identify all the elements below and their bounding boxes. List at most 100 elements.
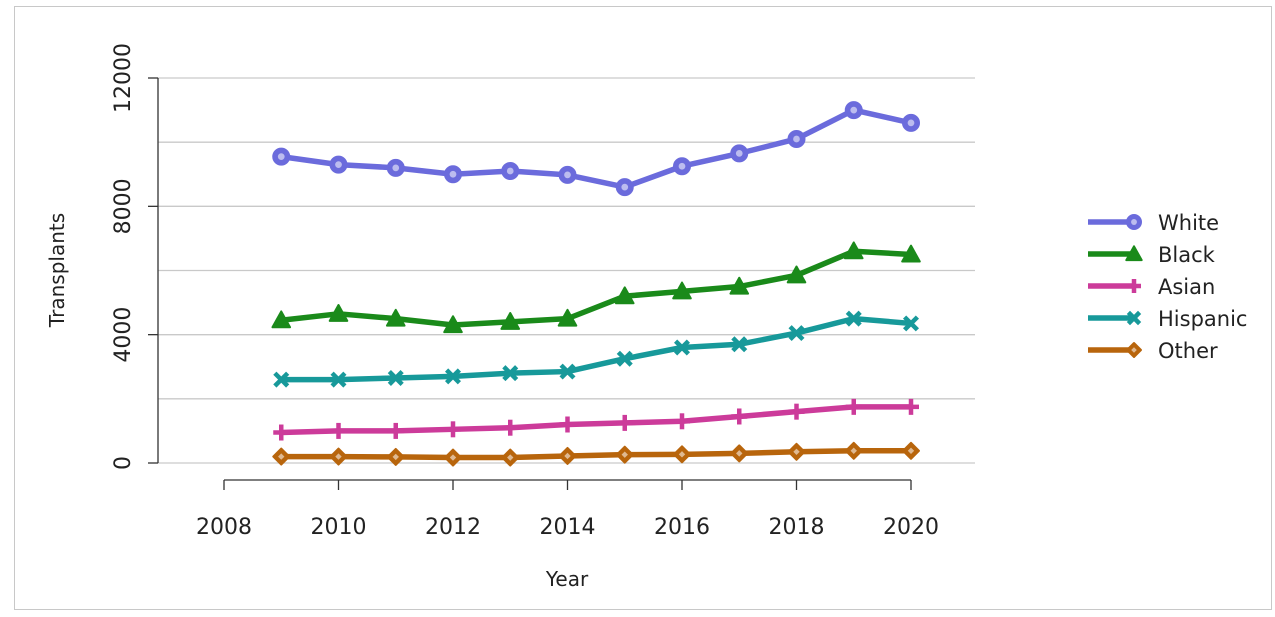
y-tick-label: 4000 — [111, 307, 136, 363]
data-point-asian — [387, 422, 404, 439]
legend-label: Hispanic — [1158, 307, 1247, 331]
legend-marker-hispanic — [1126, 310, 1142, 326]
data-point-asian — [731, 408, 748, 425]
series-line-black — [278, 248, 914, 328]
data-point-white — [501, 162, 520, 181]
data-point-white — [444, 165, 462, 184]
marker-center — [564, 171, 571, 179]
marker-center — [850, 106, 858, 114]
legend-item-white: White — [1088, 211, 1219, 235]
marker-center — [793, 448, 800, 455]
series-lines — [271, 101, 921, 467]
marker-shape — [273, 371, 290, 388]
marker-shape — [1126, 310, 1142, 326]
data-point-black — [328, 304, 349, 322]
marker-center — [506, 167, 514, 175]
data-point-asian — [903, 398, 919, 415]
marker-center — [621, 451, 628, 458]
marker-center — [1131, 347, 1137, 353]
legend-marker-black — [1125, 245, 1143, 262]
data-point-white — [558, 165, 577, 184]
marker-center — [793, 135, 800, 143]
data-point-asian — [273, 424, 290, 441]
x-tick-label: 2016 — [654, 515, 710, 540]
marker-shape — [731, 336, 748, 353]
data-point-other — [501, 448, 520, 467]
data-point-hispanic — [788, 325, 805, 342]
legend-item-other: Other — [1088, 339, 1218, 363]
data-point-hispanic — [273, 371, 290, 388]
x-tick-label: 2010 — [311, 515, 367, 540]
data-point-hispanic — [845, 310, 862, 327]
data-point-white — [902, 113, 920, 132]
marker-center — [335, 161, 342, 168]
data-point-black — [614, 286, 635, 305]
data-point-other — [386, 447, 405, 466]
data-point-hispanic — [903, 315, 919, 332]
series-line-other — [278, 448, 914, 461]
data-point-asian — [330, 422, 347, 439]
y-tick-label: 8000 — [111, 178, 136, 234]
data-point-white — [673, 157, 691, 176]
y-tick-label: 0 — [111, 456, 136, 470]
data-point-hispanic — [731, 336, 748, 353]
marker-center — [850, 447, 857, 455]
marker-shape — [674, 339, 690, 356]
marker-center — [735, 150, 743, 157]
marker-shape — [843, 241, 864, 260]
marker-shape — [328, 304, 349, 322]
data-point-other — [615, 445, 634, 464]
data-point-hispanic — [502, 365, 519, 382]
legend-marker-other — [1126, 342, 1142, 358]
data-point-black — [901, 244, 921, 263]
data-point-black — [672, 281, 692, 300]
legend-label: White — [1158, 211, 1219, 235]
y-axis: 0 4000 8000 12000 — [111, 43, 159, 470]
x-axis-label: Year — [545, 567, 589, 591]
data-point-asian — [616, 414, 633, 431]
data-point-other — [730, 444, 749, 463]
data-point-other — [329, 447, 348, 466]
data-point-hispanic — [387, 369, 404, 386]
x-axis: 2008 2010 2012 2014 2016 2018 2020 — [196, 479, 939, 540]
data-point-white — [615, 178, 634, 197]
legend: White Black Asian Hispanic Other — [1088, 211, 1247, 363]
data-point-asian — [674, 413, 690, 430]
marker-shape — [271, 310, 292, 329]
data-point-other — [844, 441, 863, 460]
marker-shape — [786, 265, 807, 284]
marker-shape — [614, 286, 635, 305]
marker-center — [335, 453, 342, 460]
legend-item-hispanic: Hispanic — [1088, 307, 1247, 331]
marker-center — [392, 453, 399, 461]
marker-center — [277, 153, 285, 160]
marker-center — [392, 164, 400, 172]
marker-shape — [903, 315, 919, 332]
marker-center — [507, 454, 514, 461]
grid-lines — [158, 77, 975, 464]
marker-center — [449, 170, 457, 178]
data-point-other — [902, 441, 920, 460]
chart-frame — [14, 6, 1272, 610]
marker-shape — [502, 365, 519, 382]
marker-shape — [330, 371, 347, 388]
series-line-hispanic — [278, 315, 914, 383]
data-point-hispanic — [616, 350, 633, 367]
data-point-hispanic — [445, 368, 461, 385]
data-point-other — [673, 445, 691, 464]
marker-center — [678, 162, 686, 170]
data-point-black — [271, 310, 292, 329]
data-point-hispanic — [330, 371, 347, 388]
series-line-white — [278, 107, 914, 190]
x-tick-label: 2008 — [196, 515, 252, 540]
legend-item-asian: Asian — [1088, 275, 1215, 299]
data-point-other — [444, 448, 462, 467]
data-point-black — [557, 308, 578, 327]
legend-label: Asian — [1158, 275, 1215, 299]
marker-center — [678, 451, 686, 458]
data-point-white — [272, 147, 291, 166]
series-line-asian — [278, 404, 914, 436]
marker-shape — [385, 308, 406, 327]
marker-center — [278, 453, 285, 460]
